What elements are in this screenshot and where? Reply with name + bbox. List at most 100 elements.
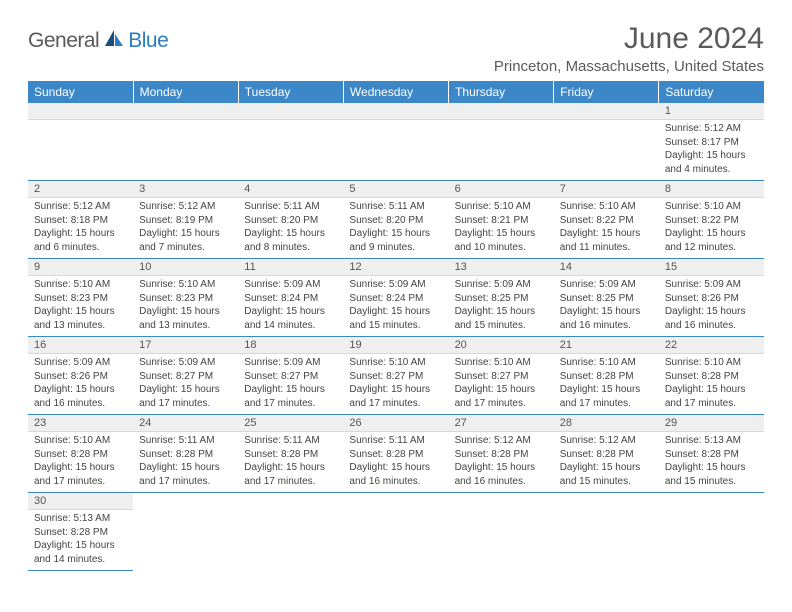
calendar-cell: 22Sunrise: 5:10 AMSunset: 8:28 PMDayligh… [659,337,764,415]
day-number: 4 [238,181,343,198]
day-details: Sunrise: 5:11 AMSunset: 8:28 PMDaylight:… [133,432,238,492]
calendar-cell: 12Sunrise: 5:09 AMSunset: 8:24 PMDayligh… [343,259,448,337]
day-details: Sunrise: 5:11 AMSunset: 8:20 PMDaylight:… [343,198,448,258]
day-number: 15 [659,259,764,276]
calendar-cell: 16Sunrise: 5:09 AMSunset: 8:26 PMDayligh… [28,337,133,415]
calendar-cell: 17Sunrise: 5:09 AMSunset: 8:27 PMDayligh… [133,337,238,415]
calendar-cell: 6Sunrise: 5:10 AMSunset: 8:21 PMDaylight… [449,181,554,259]
day-number: 28 [554,415,659,432]
calendar-cell: 25Sunrise: 5:11 AMSunset: 8:28 PMDayligh… [238,415,343,493]
day-details: Sunrise: 5:10 AMSunset: 8:28 PMDaylight:… [554,354,659,414]
calendar-cell: 15Sunrise: 5:09 AMSunset: 8:26 PMDayligh… [659,259,764,337]
weekday-header: Saturday [659,81,764,103]
calendar-cell: 13Sunrise: 5:09 AMSunset: 8:25 PMDayligh… [449,259,554,337]
calendar-cell [659,493,764,571]
calendar-cell [343,493,448,571]
day-number: 29 [659,415,764,432]
day-number: 3 [133,181,238,198]
day-number: 26 [343,415,448,432]
day-number: 18 [238,337,343,354]
day-details: Sunrise: 5:12 AMSunset: 8:19 PMDaylight:… [133,198,238,258]
day-details: Sunrise: 5:10 AMSunset: 8:22 PMDaylight:… [659,198,764,258]
day-details: Sunrise: 5:09 AMSunset: 8:24 PMDaylight:… [343,276,448,336]
day-details: Sunrise: 5:13 AMSunset: 8:28 PMDaylight:… [28,510,133,570]
day-details: Sunrise: 5:12 AMSunset: 8:17 PMDaylight:… [659,120,764,180]
calendar-cell: 7Sunrise: 5:10 AMSunset: 8:22 PMDaylight… [554,181,659,259]
month-title: June 2024 [494,22,764,56]
day-number: 25 [238,415,343,432]
day-number: 2 [28,181,133,198]
brand-text-2: Blue [128,29,168,53]
day-details: Sunrise: 5:13 AMSunset: 8:28 PMDaylight:… [659,432,764,492]
sail-icon [103,28,125,53]
day-number: 6 [449,181,554,198]
day-number: 7 [554,181,659,198]
weekday-header: Friday [554,81,659,103]
title-block: June 2024 Princeton, Massachusetts, Unit… [494,22,764,75]
day-number: 16 [28,337,133,354]
day-number: 27 [449,415,554,432]
day-number: 5 [343,181,448,198]
calendar-page: General Blue June 2024 Princeton, Massac… [0,0,792,571]
calendar-cell: 1Sunrise: 5:12 AMSunset: 8:17 PMDaylight… [659,103,764,181]
day-number: 19 [343,337,448,354]
day-details: Sunrise: 5:12 AMSunset: 8:28 PMDaylight:… [554,432,659,492]
day-details: Sunrise: 5:10 AMSunset: 8:23 PMDaylight:… [133,276,238,336]
day-details: Sunrise: 5:09 AMSunset: 8:25 PMDaylight:… [554,276,659,336]
day-details: Sunrise: 5:12 AMSunset: 8:28 PMDaylight:… [449,432,554,492]
calendar-cell [554,493,659,571]
day-number: 8 [659,181,764,198]
day-details: Sunrise: 5:11 AMSunset: 8:20 PMDaylight:… [238,198,343,258]
calendar-cell: 3Sunrise: 5:12 AMSunset: 8:19 PMDaylight… [133,181,238,259]
calendar-cell: 26Sunrise: 5:11 AMSunset: 8:28 PMDayligh… [343,415,448,493]
day-number: 20 [449,337,554,354]
calendar-cell: 27Sunrise: 5:12 AMSunset: 8:28 PMDayligh… [449,415,554,493]
calendar-cell: 2Sunrise: 5:12 AMSunset: 8:18 PMDaylight… [28,181,133,259]
day-number: 22 [659,337,764,354]
calendar-cell: 5Sunrise: 5:11 AMSunset: 8:20 PMDaylight… [343,181,448,259]
day-number: 21 [554,337,659,354]
calendar-cell: 30Sunrise: 5:13 AMSunset: 8:28 PMDayligh… [28,493,133,571]
day-details: Sunrise: 5:09 AMSunset: 8:27 PMDaylight:… [133,354,238,414]
calendar-cell [449,493,554,571]
weekday-header: Monday [133,81,238,103]
calendar-cell: 14Sunrise: 5:09 AMSunset: 8:25 PMDayligh… [554,259,659,337]
day-details: Sunrise: 5:10 AMSunset: 8:28 PMDaylight:… [659,354,764,414]
day-number: 13 [449,259,554,276]
calendar-cell [238,103,343,181]
page-header: General Blue June 2024 Princeton, Massac… [28,22,764,75]
day-details: Sunrise: 5:11 AMSunset: 8:28 PMDaylight:… [238,432,343,492]
calendar-cell: 8Sunrise: 5:10 AMSunset: 8:22 PMDaylight… [659,181,764,259]
day-details: Sunrise: 5:12 AMSunset: 8:18 PMDaylight:… [28,198,133,258]
weekday-header: Wednesday [343,81,448,103]
day-number: 9 [28,259,133,276]
day-details: Sunrise: 5:10 AMSunset: 8:21 PMDaylight:… [449,198,554,258]
location-subtitle: Princeton, Massachusetts, United States [494,58,764,75]
weekday-header: Tuesday [238,81,343,103]
day-details: Sunrise: 5:09 AMSunset: 8:26 PMDaylight:… [28,354,133,414]
day-details: Sunrise: 5:10 AMSunset: 8:23 PMDaylight:… [28,276,133,336]
calendar-cell [343,103,448,181]
day-details: Sunrise: 5:10 AMSunset: 8:27 PMDaylight:… [343,354,448,414]
day-details: Sunrise: 5:09 AMSunset: 8:24 PMDaylight:… [238,276,343,336]
day-number: 30 [28,493,133,510]
weekday-header: Thursday [449,81,554,103]
day-number: 17 [133,337,238,354]
weekday-header: Sunday [28,81,133,103]
calendar-cell: 10Sunrise: 5:10 AMSunset: 8:23 PMDayligh… [133,259,238,337]
calendar-cell: 19Sunrise: 5:10 AMSunset: 8:27 PMDayligh… [343,337,448,415]
day-number: 1 [659,103,764,120]
day-details: Sunrise: 5:09 AMSunset: 8:27 PMDaylight:… [238,354,343,414]
calendar-cell: 21Sunrise: 5:10 AMSunset: 8:28 PMDayligh… [554,337,659,415]
calendar-cell: 23Sunrise: 5:10 AMSunset: 8:28 PMDayligh… [28,415,133,493]
day-details: Sunrise: 5:10 AMSunset: 8:27 PMDaylight:… [449,354,554,414]
calendar-cell: 28Sunrise: 5:12 AMSunset: 8:28 PMDayligh… [554,415,659,493]
day-number: 24 [133,415,238,432]
calendar-cell [28,103,133,181]
brand-logo: General Blue [28,28,168,53]
calendar-cell: 24Sunrise: 5:11 AMSunset: 8:28 PMDayligh… [133,415,238,493]
calendar-cell: 29Sunrise: 5:13 AMSunset: 8:28 PMDayligh… [659,415,764,493]
calendar-cell [554,103,659,181]
calendar-header-row: SundayMondayTuesdayWednesdayThursdayFrid… [28,81,764,103]
calendar-table: SundayMondayTuesdayWednesdayThursdayFrid… [28,81,764,571]
